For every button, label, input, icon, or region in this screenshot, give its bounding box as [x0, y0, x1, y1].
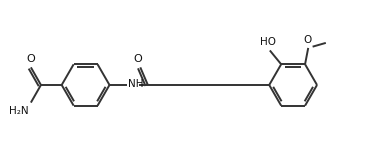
Text: NH: NH [128, 79, 144, 89]
Text: O: O [27, 54, 35, 64]
Text: H₂N: H₂N [9, 106, 28, 116]
Text: HO: HO [260, 37, 276, 47]
Text: O: O [134, 54, 142, 64]
Text: O: O [303, 35, 312, 45]
